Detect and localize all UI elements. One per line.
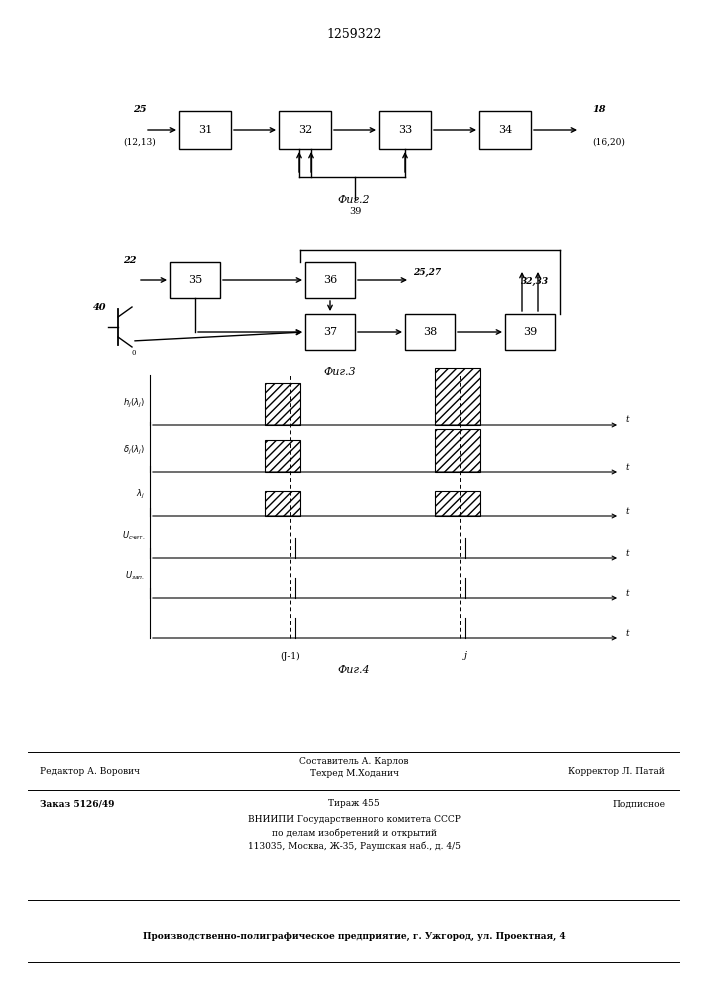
Bar: [179, 111, 231, 149]
Text: 113035, Москва, Ж-35, Раушская наб., д. 4/5: 113035, Москва, Ж-35, Раушская наб., д. …: [247, 841, 460, 851]
Text: 0: 0: [132, 349, 136, 357]
Text: $h_j(\lambda_j)$: $h_j(\lambda_j)$: [123, 396, 145, 410]
Text: 39: 39: [523, 327, 537, 337]
Bar: [170, 262, 220, 298]
Text: 37: 37: [323, 327, 337, 337]
Text: 35: 35: [188, 275, 202, 285]
Bar: [379, 111, 431, 149]
Text: (J-1): (J-1): [280, 651, 300, 661]
Text: 31: 31: [198, 125, 212, 135]
Text: Тираж 455: Тираж 455: [328, 800, 380, 808]
Text: t: t: [625, 588, 629, 597]
Text: $\lambda_j$: $\lambda_j$: [136, 487, 145, 501]
Text: Заказ 5126/49: Заказ 5126/49: [40, 800, 115, 808]
Bar: [265, 491, 300, 516]
Bar: [435, 429, 480, 472]
Bar: [505, 314, 555, 350]
Text: j: j: [464, 652, 467, 660]
Bar: [265, 383, 300, 425]
Bar: [435, 368, 480, 425]
Text: (16,20): (16,20): [592, 137, 625, 146]
Text: Техред М.Ходанич: Техред М.Ходанич: [310, 770, 399, 778]
Text: t: t: [625, 416, 629, 424]
Text: по делам изобретений и открытий: по делам изобретений и открытий: [271, 828, 436, 838]
Text: 36: 36: [323, 275, 337, 285]
Text: 33: 33: [398, 125, 412, 135]
Text: 25: 25: [133, 105, 147, 114]
Text: Составитель А. Карлов: Составитель А. Карлов: [299, 756, 409, 766]
Bar: [479, 111, 531, 149]
Text: t: t: [625, 629, 629, 638]
Text: Корректор Л. Патай: Корректор Л. Патай: [568, 766, 665, 776]
Text: Фиг.3: Фиг.3: [324, 367, 356, 377]
Bar: [265, 440, 300, 472]
Text: (12,13): (12,13): [124, 137, 156, 146]
Text: 25,27: 25,27: [413, 267, 441, 277]
Text: 32,33: 32,33: [521, 277, 549, 286]
Text: 1259322: 1259322: [327, 28, 382, 41]
Text: 34: 34: [498, 125, 512, 135]
Bar: [279, 111, 331, 149]
Text: 22: 22: [123, 256, 136, 265]
Bar: [305, 262, 355, 298]
Text: t: t: [625, 506, 629, 516]
Bar: [305, 314, 355, 350]
Text: 39: 39: [349, 207, 361, 216]
Text: $\delta_j(\lambda_j)$: $\delta_j(\lambda_j)$: [123, 443, 145, 457]
Text: 38: 38: [423, 327, 437, 337]
Text: ВНИИПИ Государственного комитета СССР: ВНИИПИ Государственного комитета СССР: [247, 816, 460, 824]
Text: 32: 32: [298, 125, 312, 135]
Text: Подписное: Подписное: [612, 800, 665, 808]
Text: Редактор А. Ворович: Редактор А. Ворович: [40, 766, 140, 776]
Text: Фиг.2: Фиг.2: [338, 195, 370, 205]
Text: $U_{зап.}$: $U_{зап.}$: [125, 570, 145, 582]
Text: $U_{счит.}$: $U_{счит.}$: [122, 530, 145, 542]
Text: t: t: [625, 548, 629, 558]
Bar: [405, 314, 455, 350]
Bar: [435, 491, 480, 516]
Text: Фиг.4: Фиг.4: [338, 665, 370, 675]
Text: Производственно-полиграфическое предприятие, г. Ужгород, ул. Проектная, 4: Производственно-полиграфическое предприя…: [143, 931, 566, 941]
Text: 40: 40: [93, 302, 107, 312]
Text: t: t: [625, 462, 629, 472]
Text: 18: 18: [592, 105, 605, 114]
